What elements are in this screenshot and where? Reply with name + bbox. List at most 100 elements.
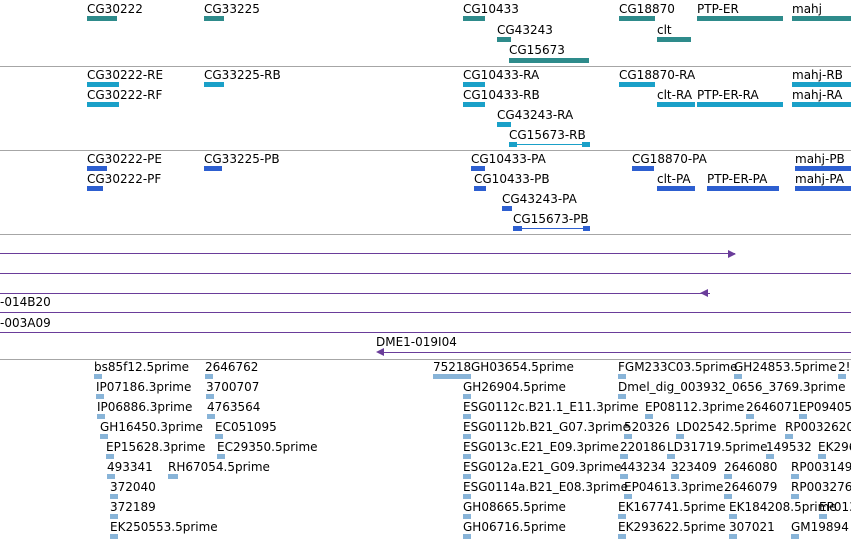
gene-glyph[interactable] [657, 37, 691, 42]
est-glyph[interactable] [671, 474, 679, 479]
est-label[interactable]: EC29350.5prime [217, 440, 318, 454]
est-glyph[interactable] [433, 374, 471, 379]
est-glyph[interactable] [168, 474, 178, 479]
gene-label[interactable]: CG18870 [619, 2, 675, 16]
cds-label[interactable]: CG10433-PB [474, 172, 550, 186]
gene-glyph[interactable] [509, 58, 589, 63]
clone-line[interactable] [378, 352, 851, 353]
est-glyph[interactable] [746, 414, 754, 419]
clone-label[interactable]: -014B20 [0, 295, 51, 309]
gene-glyph[interactable] [619, 16, 655, 21]
cds-glyph[interactable] [632, 166, 654, 171]
est-label[interactable]: GH08665.5prime [463, 500, 566, 514]
clone-label[interactable]: -003A09 [0, 316, 51, 330]
est-glyph[interactable] [207, 414, 215, 419]
est-label[interactable]: GM19894 [791, 520, 849, 534]
est-glyph[interactable] [791, 474, 799, 479]
est-label[interactable]: EK293622.5prime [618, 520, 726, 534]
cds-glyph[interactable] [707, 186, 779, 191]
est-glyph[interactable] [618, 374, 626, 379]
gene-label[interactable]: CG30222 [87, 2, 143, 16]
est-glyph[interactable] [785, 434, 793, 439]
mrna-glyph[interactable] [657, 102, 695, 107]
est-glyph[interactable] [100, 434, 108, 439]
gene-label[interactable]: mahj [792, 2, 822, 16]
mrna-label[interactable]: CG30222-RF [87, 88, 163, 102]
gene-glyph[interactable] [697, 16, 783, 21]
est-label[interactable]: RP003276 [791, 480, 851, 494]
est-label[interactable]: 220186 [620, 440, 666, 454]
est-label[interactable]: Dmel_dig_003932_0656_3769.3prime [618, 380, 846, 394]
mrna-label[interactable]: CG33225-RB [204, 68, 281, 82]
est-label[interactable]: bs85f12.5prime [94, 360, 190, 374]
est-glyph[interactable] [624, 494, 632, 499]
clone-line[interactable] [0, 273, 851, 274]
est-label[interactable]: 149532 [766, 440, 812, 454]
cds-label[interactable]: CG33225-PB [204, 152, 280, 166]
cds-glyph[interactable] [657, 186, 695, 191]
est-glyph[interactable] [724, 494, 732, 499]
est-glyph[interactable] [463, 434, 471, 439]
est-label[interactable]: 372189 [110, 500, 156, 514]
est-glyph[interactable] [463, 414, 471, 419]
cds-label[interactable]: mahj-PB [795, 152, 845, 166]
mrna-glyph[interactable] [463, 82, 485, 87]
mrna-glyph[interactable] [792, 82, 851, 87]
mrna-label[interactable]: mahj-RA [792, 88, 843, 102]
gene-label[interactable]: CG10433 [463, 2, 519, 16]
est-label[interactable]: FGM233C03.5prime [618, 360, 738, 374]
mrna-label[interactable]: clt-RA [657, 88, 693, 102]
cds-glyph[interactable] [502, 206, 512, 211]
cds-label[interactable]: CG10433-PA [471, 152, 546, 166]
est-glyph[interactable] [217, 454, 225, 459]
est-label[interactable]: EK167741.5prime [618, 500, 726, 514]
est-glyph[interactable] [799, 414, 807, 419]
est-label[interactable]: EP15628.3prime [106, 440, 206, 454]
mrna-label[interactable]: CG10433-RB [463, 88, 540, 102]
est-glyph[interactable] [724, 474, 732, 479]
clone-label[interactable]: DME1-019I04 [376, 335, 457, 349]
cds-label[interactable]: CG30222-PE [87, 152, 162, 166]
est-glyph[interactable] [819, 514, 827, 519]
est-glyph[interactable] [734, 374, 742, 379]
gene-label[interactable]: PTP-ER [697, 2, 739, 16]
est-label[interactable]: 3700707 [206, 380, 260, 394]
est-label[interactable]: IP07186.3prime [96, 380, 192, 394]
est-glyph[interactable] [110, 514, 118, 519]
clone-line[interactable] [0, 253, 735, 254]
est-glyph[interactable] [463, 514, 471, 519]
cds-label[interactable]: mahj-PA [795, 172, 844, 186]
est-label[interactable]: ESG012a.E21_G09.3prime [463, 460, 622, 474]
est-label[interactable]: 2646080 [724, 460, 778, 474]
est-glyph[interactable] [110, 534, 118, 539]
cds-label[interactable]: CG18870-PA [632, 152, 707, 166]
est-label[interactable]: 493341 [107, 460, 153, 474]
est-glyph[interactable] [766, 454, 774, 459]
est-glyph[interactable] [729, 514, 737, 519]
est-glyph[interactable] [110, 494, 118, 499]
est-glyph[interactable] [463, 494, 471, 499]
est-glyph[interactable] [618, 514, 626, 519]
est-label[interactable]: GH26904.5prime [463, 380, 566, 394]
clone-line[interactable] [0, 312, 851, 313]
est-label[interactable]: RP003149 [791, 460, 851, 474]
cds-glyph[interactable] [87, 186, 103, 191]
est-glyph[interactable] [667, 454, 675, 459]
cds-glyph[interactable] [204, 166, 222, 171]
gene-label[interactable]: CG33225 [204, 2, 260, 16]
est-glyph[interactable] [215, 434, 223, 439]
mrna-glyph[interactable] [463, 102, 485, 107]
est-glyph[interactable] [818, 454, 826, 459]
est-label[interactable]: LD31719.5prime [667, 440, 768, 454]
est-glyph[interactable] [206, 394, 214, 399]
est-label[interactable]: 443234 [620, 460, 666, 474]
est-label[interactable]: 2646079 [724, 480, 778, 494]
gene-label[interactable]: clt [657, 23, 672, 37]
cds-label[interactable]: PTP-ER-PA [707, 172, 768, 186]
est-label[interactable]: 323409 [671, 460, 717, 474]
est-glyph[interactable] [94, 374, 102, 379]
mrna-glyph[interactable] [697, 102, 783, 107]
cds-label[interactable]: CG43243-PA [502, 192, 577, 206]
mrna-label[interactable]: CG10433-RA [463, 68, 540, 82]
est-label[interactable]: GH24853.5prime [734, 360, 837, 374]
